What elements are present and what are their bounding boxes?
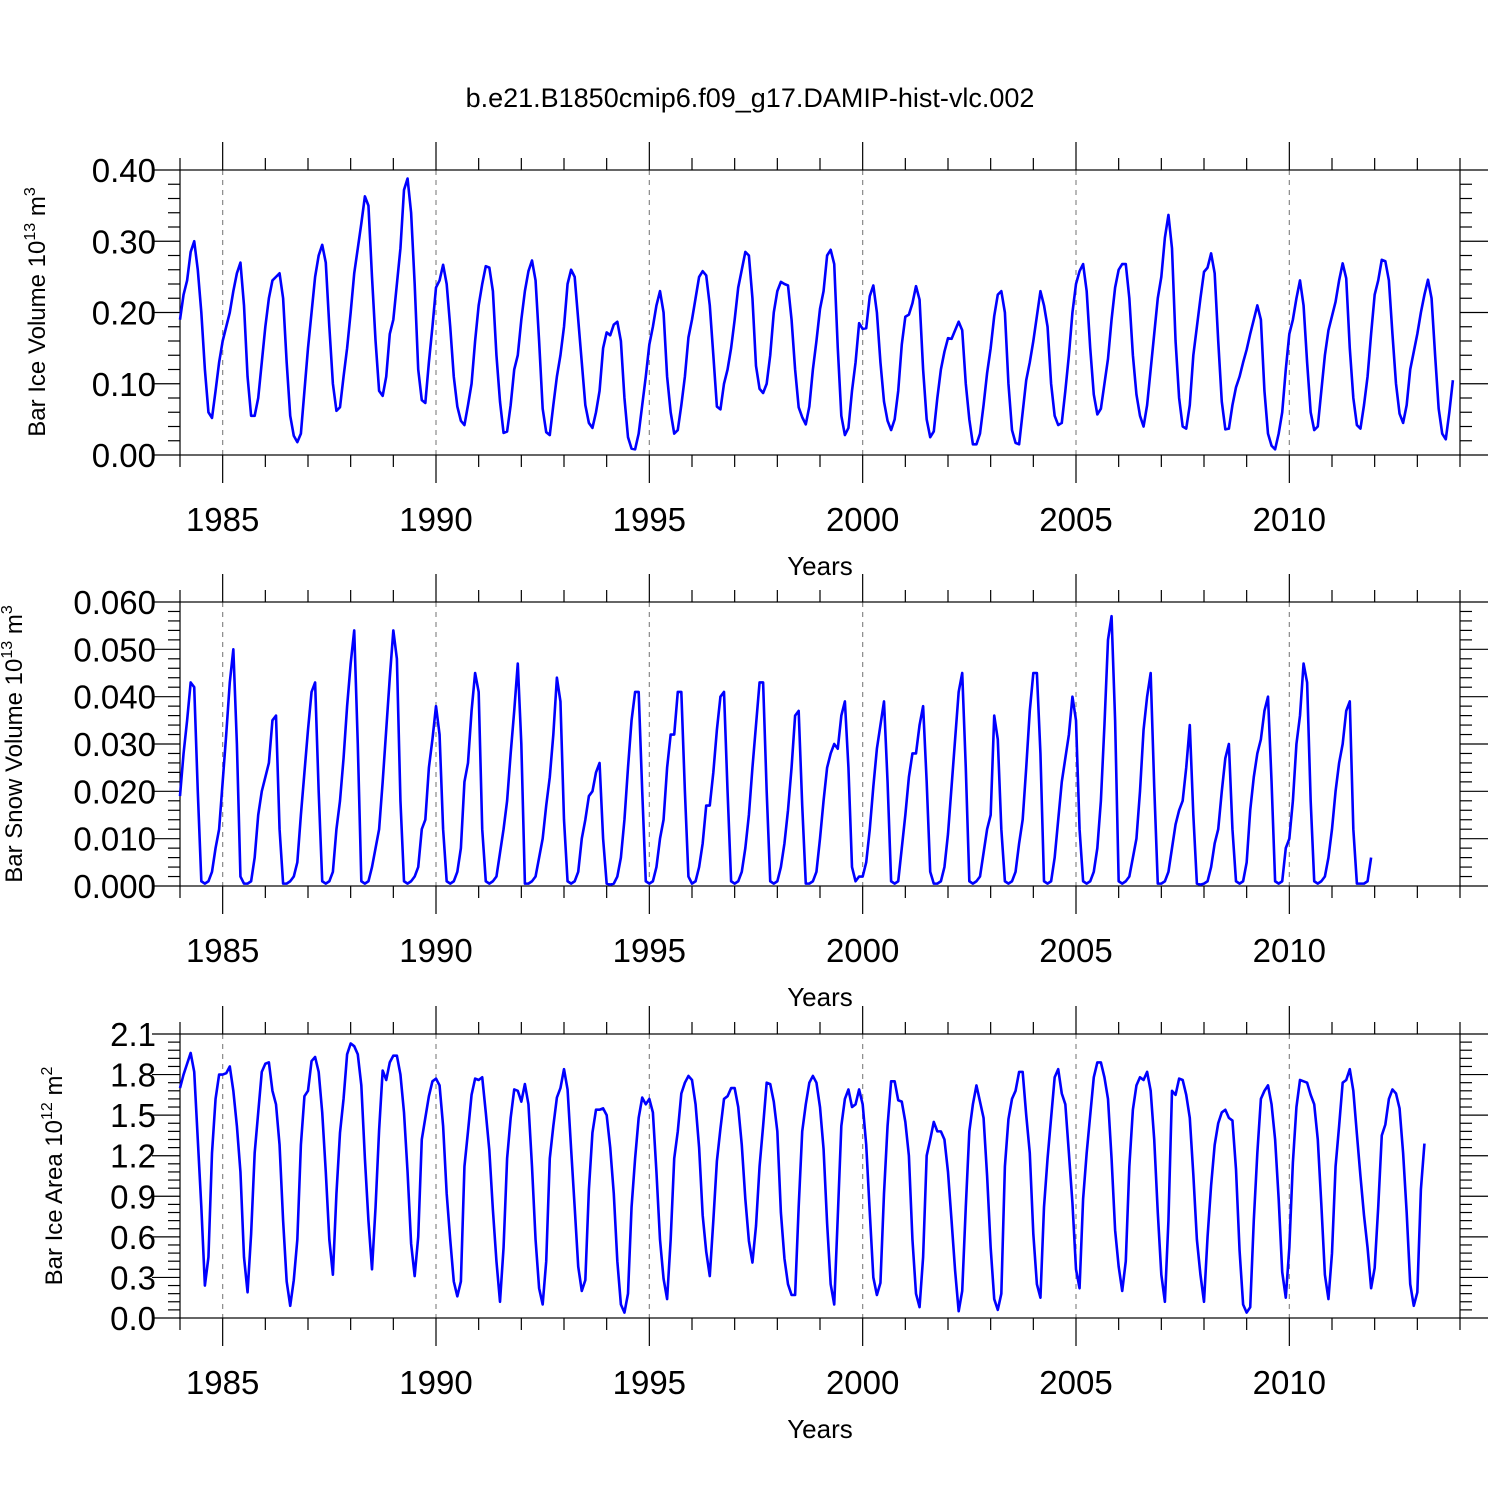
chart-title: b.e21.B1850cmip6.f09_g17.DAMIP-hist-vlc.… — [466, 83, 1035, 113]
y-tick-label: 0.00 — [92, 437, 156, 474]
x-tick-label: 1990 — [399, 501, 472, 538]
x-tick-label: 2000 — [826, 501, 899, 538]
series-line — [178, 1042, 1426, 1314]
x-tick-label: 2005 — [1039, 932, 1112, 969]
y-axis-title-text: m — [1, 614, 28, 641]
x-tick-label: 1995 — [613, 932, 686, 969]
y-axis-title-text: m — [24, 196, 51, 223]
plot-frame — [179, 1033, 1461, 1319]
y-tick-label: 1.2 — [110, 1138, 156, 1175]
y-axis-title-superscript: 3 — [22, 187, 39, 196]
x-tick-label: 1985 — [186, 1364, 259, 1401]
x-tick-label: 2000 — [826, 932, 899, 969]
y-tick-label: 2.1 — [110, 1016, 156, 1053]
y-axis-title: Bar Ice Volume 1013 m3 — [22, 187, 51, 437]
x-tick-label: 2005 — [1039, 1364, 1112, 1401]
series-line — [178, 614, 1373, 886]
y-tick-label: 0.30 — [92, 223, 156, 260]
panel-1: 1985 1990 1995 2000 2005 2010 0.00 0.10 0.20 0.30… — [22, 142, 1488, 581]
y-axis-title: Bar Snow Volume 1013 m3 — [0, 605, 28, 883]
y-tick-label: 0.030 — [73, 726, 156, 763]
y-tick-label: 0.0 — [110, 1300, 156, 1337]
y-axis-title-text: Bar Ice Area 10 — [41, 1120, 68, 1285]
x-axis-title: Years — [787, 982, 853, 1012]
x-tick-label: 1985 — [186, 932, 259, 969]
y-axis-title-superscript: 3 — [0, 605, 16, 614]
y-axis-title-superscript: 13 — [0, 641, 16, 659]
y-tick-label: 0.40 — [92, 152, 156, 189]
x-axis-title: Years — [787, 551, 853, 581]
y-tick-label: 0.3 — [110, 1259, 156, 1296]
y-tick-label: 0.6 — [110, 1219, 156, 1256]
x-tick-label: 2010 — [1253, 501, 1326, 538]
y-tick-label: 0.060 — [73, 584, 156, 621]
x-axis-title: Years — [787, 1414, 853, 1444]
y-tick-label: 1.5 — [110, 1097, 156, 1134]
x-tick-label: 2010 — [1253, 1364, 1326, 1401]
y-axis-title-superscript: 12 — [39, 1102, 56, 1120]
x-tick-label: 2005 — [1039, 501, 1112, 538]
y-axis-title-superscript: 13 — [22, 223, 39, 241]
y-tick-label: 0.040 — [73, 679, 156, 716]
x-tick-label: 2010 — [1253, 932, 1326, 969]
y-tick-label: 0.000 — [73, 868, 156, 905]
y-axis-title-text: m — [41, 1076, 68, 1103]
y-tick-label: 0.9 — [110, 1178, 156, 1215]
y-axis-title-text: Bar Ice Volume 10 — [24, 241, 51, 437]
y-axis-title: Bar Ice Area 1012 m2 — [39, 1067, 68, 1286]
panel-2: 1985 1990 1995 2000 2005 2010 0.000 0.010 0.020 0… — [0, 574, 1488, 1012]
x-tick-label: 1985 — [186, 501, 259, 538]
y-axis-title-superscript: 2 — [39, 1067, 56, 1076]
y-axis-title-text: Bar Snow Volume 10 — [1, 659, 28, 883]
x-tick-label: 1990 — [399, 1364, 472, 1401]
y-tick-label: 1.8 — [110, 1057, 156, 1094]
y-tick-label: 0.20 — [92, 295, 156, 332]
y-tick-label: 0.020 — [73, 773, 156, 810]
x-tick-label: 1995 — [613, 1364, 686, 1401]
x-tick-label: 2000 — [826, 1364, 899, 1401]
x-tick-label: 1995 — [613, 501, 686, 538]
y-tick-label: 0.050 — [73, 631, 156, 668]
x-tick-label: 1990 — [399, 932, 472, 969]
y-tick-label: 0.010 — [73, 821, 156, 858]
panel-3: 1985 1990 1995 2000 2005 2010 0.0 0.30.6 0.91.2 1… — [39, 1006, 1488, 1444]
y-tick-label: 0.10 — [92, 366, 156, 403]
series-line — [178, 177, 1455, 451]
